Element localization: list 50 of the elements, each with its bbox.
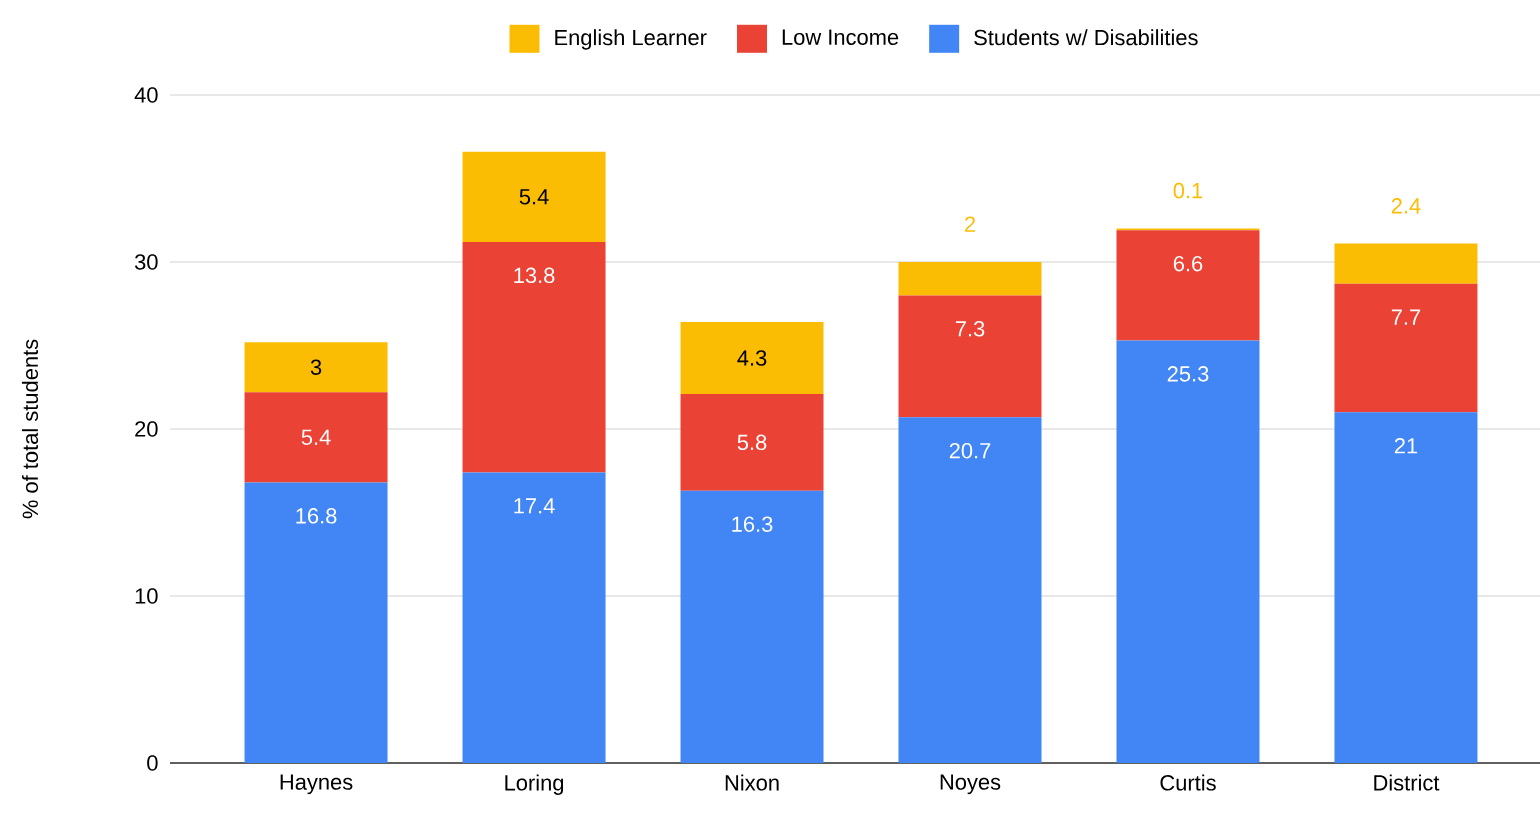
y-tick-label: 40 xyxy=(134,87,158,103)
y-tick-label: 10 xyxy=(135,588,158,604)
legend-label: Students w/ Disabilities xyxy=(974,29,1198,46)
data-label: 4.3 xyxy=(737,350,767,366)
data-label: 5.4 xyxy=(519,189,549,205)
data-label: 3 xyxy=(310,359,322,375)
x-tick-label: Nixon xyxy=(725,774,779,791)
data-label: 7.7 xyxy=(1391,309,1421,325)
x-tick-label: Haynes xyxy=(280,774,353,795)
bar xyxy=(898,417,1042,763)
data-label: 17.4 xyxy=(514,498,555,514)
data-label: 0.1 xyxy=(1173,182,1203,199)
data-label: 21 xyxy=(1394,438,1418,454)
data-label: 16.3 xyxy=(732,516,773,532)
data-label: 7.3 xyxy=(955,321,985,337)
data-label: 5.4 xyxy=(301,429,331,445)
x-tick-label: District xyxy=(1374,774,1440,791)
bar xyxy=(1334,283,1478,413)
bar xyxy=(244,342,388,393)
data-label: 2.4 xyxy=(1391,198,1421,214)
data-label: 2 xyxy=(965,216,975,232)
bar xyxy=(244,482,388,763)
data-label: 20.7 xyxy=(949,442,991,459)
y-axis-title: % of total students xyxy=(21,339,39,519)
bar xyxy=(680,322,824,394)
bar xyxy=(1334,412,1478,763)
x-tick-label: Noyes xyxy=(940,774,1001,795)
y-tick-label: 20 xyxy=(135,421,158,437)
bar xyxy=(898,261,1042,296)
data-label: 13.8 xyxy=(514,267,555,284)
bar xyxy=(462,472,606,763)
data-label: 25.3 xyxy=(1167,366,1209,382)
bar xyxy=(1116,340,1260,763)
bar xyxy=(462,241,606,473)
x-tick-label: Curtis xyxy=(1160,774,1216,791)
bar xyxy=(898,295,1042,418)
bar xyxy=(1334,243,1478,284)
bar xyxy=(1116,230,1260,341)
bar xyxy=(680,393,824,491)
bar xyxy=(462,151,606,242)
data-label: 6.6 xyxy=(1173,255,1203,272)
x-tick-label: Loring xyxy=(505,774,564,795)
data-label: 5.8 xyxy=(737,434,767,451)
legend-label: Low Income xyxy=(782,29,899,45)
bar xyxy=(680,490,824,763)
bar xyxy=(244,392,388,483)
data-label: 16.8 xyxy=(296,508,337,524)
y-tick-label: 0 xyxy=(147,755,158,771)
y-tick-label: 30 xyxy=(134,254,158,270)
legend-label: English Learner xyxy=(555,29,707,50)
